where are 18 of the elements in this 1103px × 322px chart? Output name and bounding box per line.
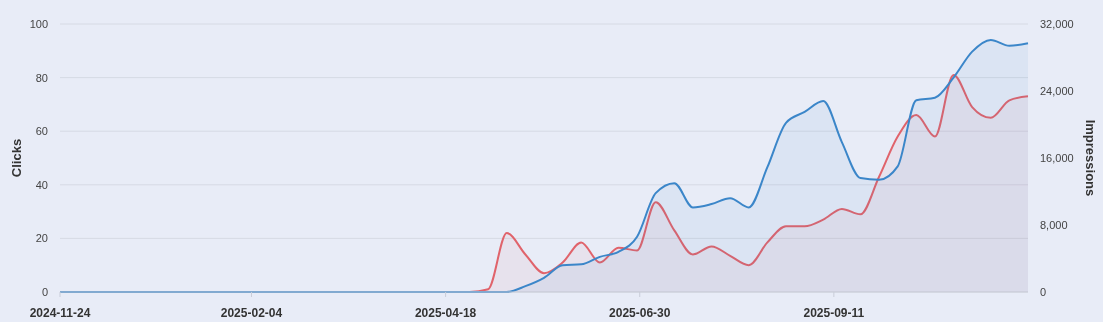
y2-tick-label: 24,000: [1040, 85, 1074, 97]
y2-tick-label: 0: [1040, 286, 1047, 298]
y-tick-label: 20: [35, 232, 48, 245]
y-tick-label: 60: [35, 125, 48, 138]
y-axis-title: Clicks: [9, 138, 24, 178]
y-tick-label: 40: [35, 178, 48, 191]
y2-tick-label: 16,000: [1040, 152, 1074, 164]
x-tick-label: 2025-04-18: [414, 306, 477, 320]
y-tick-label: 80: [35, 71, 48, 84]
x-tick-label: 2025-02-04: [220, 306, 283, 320]
y-tick-label: 0: [41, 286, 48, 298]
y2-tick-label: 32,000: [1040, 18, 1074, 30]
y2-axis-title: Impressions: [1083, 119, 1098, 197]
x-tick-label: 2025-09-11: [803, 306, 865, 320]
x-tick-label: 2025-06-30: [609, 306, 671, 320]
x-tick-label: 2024-11-24: [29, 306, 91, 320]
y2-tick-label: 8,000: [1040, 219, 1068, 231]
y-tick-label: 100: [29, 18, 48, 30]
